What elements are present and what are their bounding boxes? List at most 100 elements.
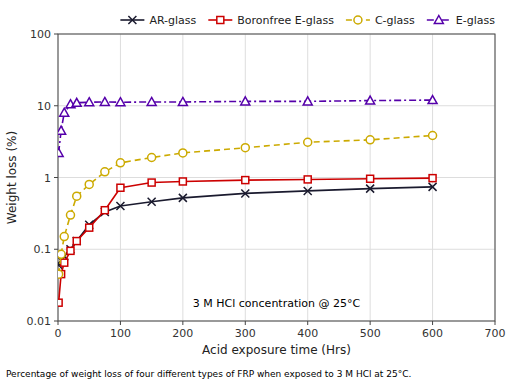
legend-marker xyxy=(128,16,136,24)
annotation: 3 M HCl concentration @ 25°C xyxy=(193,297,361,310)
point-marker xyxy=(85,98,94,106)
point-marker xyxy=(429,183,437,191)
point-marker xyxy=(58,250,65,258)
point-marker xyxy=(429,175,436,182)
point-marker xyxy=(367,175,374,182)
tick-y xyxy=(54,177,58,178)
legend-item: AR-glass xyxy=(120,14,196,27)
point-marker xyxy=(66,211,74,219)
series-line xyxy=(59,135,433,274)
point-marker xyxy=(178,97,187,105)
point-marker xyxy=(366,136,374,144)
legend-marker xyxy=(354,16,362,24)
point-marker xyxy=(241,189,249,197)
point-marker xyxy=(179,178,186,185)
legend-marker xyxy=(217,17,224,24)
chart: 01002003004005006007000.010.1110100Acid … xyxy=(0,0,509,385)
legend-item: Boronfree E-glass xyxy=(208,14,334,27)
tick-x xyxy=(370,321,371,325)
point-marker xyxy=(366,96,375,104)
tick-label-y: 0.01 xyxy=(27,315,52,328)
tick-y xyxy=(54,105,58,106)
tick-label-y: 1 xyxy=(44,172,51,185)
point-marker xyxy=(101,207,108,214)
point-marker xyxy=(117,184,124,191)
tick-x xyxy=(495,321,496,325)
tick-y xyxy=(54,34,58,35)
point-marker xyxy=(304,176,311,183)
tick-label-x: 600 xyxy=(422,327,443,340)
tick-label-x: 400 xyxy=(297,327,318,340)
legend-item: C-glass xyxy=(346,14,415,27)
point-marker xyxy=(58,148,63,156)
point-marker xyxy=(429,131,437,139)
tick-x xyxy=(120,321,121,325)
tick-label-x: 200 xyxy=(172,327,193,340)
plot-data xyxy=(58,96,437,307)
legend-label: Boronfree E-glass xyxy=(237,14,334,27)
point-marker xyxy=(58,299,62,306)
point-marker xyxy=(116,159,124,167)
tick-y xyxy=(54,249,58,250)
series xyxy=(58,131,437,278)
point-marker xyxy=(241,144,249,152)
point-marker xyxy=(61,259,68,266)
tick-x xyxy=(182,321,183,325)
point-marker xyxy=(100,97,109,105)
tick-label-x: 0 xyxy=(55,327,62,340)
caption: Percentage of weight loss of four differ… xyxy=(6,369,411,379)
x-axis-label: Acid exposure time (Hrs) xyxy=(202,343,351,357)
series-line xyxy=(59,100,433,153)
point-marker xyxy=(58,126,66,134)
point-marker xyxy=(148,153,156,161)
point-marker xyxy=(148,179,155,186)
point-marker xyxy=(60,108,69,116)
legend-label: C-glass xyxy=(375,14,415,27)
series xyxy=(58,175,436,307)
point-marker xyxy=(67,247,74,254)
point-marker xyxy=(366,185,374,193)
legend-marker xyxy=(434,16,443,24)
point-marker xyxy=(85,180,93,188)
point-marker xyxy=(242,177,249,184)
tick-y xyxy=(54,321,58,322)
point-marker xyxy=(179,194,187,202)
point-marker xyxy=(304,138,312,146)
point-marker xyxy=(101,168,109,176)
point-marker xyxy=(116,98,125,106)
point-marker xyxy=(86,224,93,231)
point-marker xyxy=(147,97,156,105)
point-marker xyxy=(60,233,68,241)
y-axis-label: Weight loss (%) xyxy=(5,131,19,224)
tick-label-x: 700 xyxy=(485,327,506,340)
point-marker xyxy=(73,237,81,245)
point-marker xyxy=(116,202,124,210)
series-line xyxy=(59,178,433,303)
point-marker xyxy=(179,149,187,157)
point-marker xyxy=(241,97,250,105)
series-line xyxy=(59,187,433,265)
tick-x xyxy=(245,321,246,325)
plot-frame xyxy=(58,34,495,321)
grid-line-y xyxy=(58,249,495,250)
tick-x xyxy=(307,321,308,325)
point-marker xyxy=(148,198,156,206)
point-marker xyxy=(303,97,312,105)
tick-label-x: 300 xyxy=(235,327,256,340)
legend-item: E-glass xyxy=(427,14,495,27)
point-marker xyxy=(73,238,80,245)
grid xyxy=(58,34,495,321)
tick-x xyxy=(432,321,433,325)
tick-label-y: 0.1 xyxy=(34,243,52,256)
series xyxy=(58,96,437,157)
legend: AR-glass Boronfree E-glass C-glass E-glass xyxy=(120,14,495,27)
point-marker xyxy=(428,96,437,104)
legend-label: AR-glass xyxy=(149,14,196,27)
tick-label-x: 100 xyxy=(110,327,131,340)
point-marker xyxy=(58,270,63,278)
tick-x xyxy=(58,321,59,325)
axes: 01002003004005006007000.010.1110100 xyxy=(27,28,506,340)
tick-label-y: 10 xyxy=(37,100,51,113)
tick-label-y: 100 xyxy=(30,28,51,41)
point-marker xyxy=(304,187,312,195)
